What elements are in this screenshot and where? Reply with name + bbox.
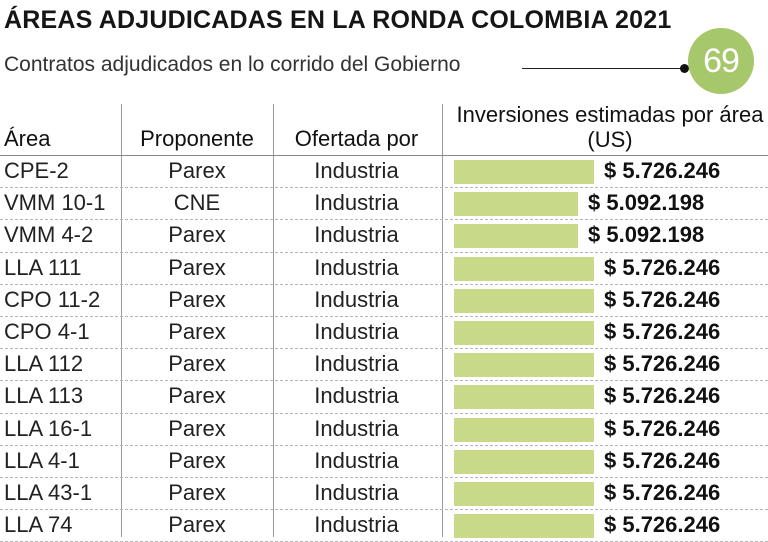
investment-value-label: $ 5.726.246 xyxy=(604,447,721,473)
proponente-cell: Parex xyxy=(168,512,226,538)
investment-bar xyxy=(454,160,594,184)
header-area: Área xyxy=(4,126,51,151)
total-count-badge: 69 xyxy=(688,28,754,94)
proponente-cell: Parex xyxy=(168,286,226,312)
table-row: LLA 111 Parex Industria $ 5.726.246 xyxy=(0,253,768,285)
leader-dot xyxy=(680,64,689,73)
column-divider-3 xyxy=(442,104,443,537)
area-label: CPE-2 xyxy=(4,158,69,183)
proponente-cell: Parex xyxy=(168,383,226,409)
investment-value-label: $ 5.092.198 xyxy=(588,222,705,248)
table-row: CPO 4-1 Parex Industria $ 5.726.246 xyxy=(0,317,768,350)
header-proponente: Proponente xyxy=(140,126,254,151)
row-divider xyxy=(0,283,768,285)
table-row: LLA 4-1 Parex Industria $ 5.726.246 xyxy=(0,446,768,478)
row-divider xyxy=(0,187,768,189)
area-label: LLA 16-1 xyxy=(4,415,93,441)
row-divider xyxy=(0,444,768,446)
investment-bar xyxy=(454,417,594,442)
investment-value-label: $ 5.726.246 xyxy=(604,318,721,344)
row-divider xyxy=(0,476,768,478)
table-row: VMM 10-1 CNE Industria $ 5.092.198 xyxy=(0,188,768,221)
proponente-cell: CNE xyxy=(173,190,221,216)
area-label: LLA 111 xyxy=(4,254,82,280)
row-divider xyxy=(0,251,768,253)
table-row: LLA 112 Parex Industria $ 5.726.246 xyxy=(0,349,768,382)
investment-value-label: $ 5.726.246 xyxy=(604,158,721,183)
area-label: VMM 4-2 xyxy=(4,222,94,248)
investment-value-label: $ 5.726.246 xyxy=(604,286,721,312)
ofertada-por-cell: Industria xyxy=(314,447,399,473)
proponente-cell: Parex xyxy=(168,415,226,441)
table-row: LLA 16-1 Parex Industria $ 5.726.246 xyxy=(0,414,768,446)
table-row: CPO 11-2 Parex Industria $ 5.726.246 xyxy=(0,285,768,317)
row-divider xyxy=(0,509,768,511)
proponente-cell: Parex xyxy=(168,222,226,248)
header-rule xyxy=(0,155,768,156)
investment-bar xyxy=(454,288,594,313)
investment-bar xyxy=(454,353,594,378)
investment-value-label: $ 5.726.246 xyxy=(604,479,721,505)
investment-bar xyxy=(454,385,594,410)
ofertada-por-cell: Industria xyxy=(314,222,399,248)
table-row: LLA 43-1 Parex Industria $ 5.726.246 xyxy=(0,478,768,511)
row-divider xyxy=(0,412,768,414)
investment-value-label: $ 5.726.246 xyxy=(604,415,721,441)
row-divider xyxy=(0,348,768,350)
investment-bar xyxy=(454,481,594,506)
row-divider xyxy=(0,219,768,221)
ofertada-por-cell: Industria xyxy=(314,383,399,409)
proponente-cell: Parex xyxy=(168,254,226,280)
proponente-cell: Parex xyxy=(168,318,226,344)
ofertada-por-cell: Industria xyxy=(314,318,399,344)
investment-value-label: $ 5.726.246 xyxy=(604,512,721,538)
area-label: VMM 10-1 xyxy=(4,190,106,216)
investment-value-label: $ 5.092.198 xyxy=(588,190,705,216)
table-row: VMM 4-2 Parex Industria $ 5.092.198 xyxy=(0,220,768,253)
investment-bar xyxy=(454,256,594,281)
area-label: CPO 4-1 xyxy=(4,318,90,344)
investment-value-label: $ 5.726.246 xyxy=(604,351,721,377)
area-label: LLA 74 xyxy=(4,512,73,538)
column-divider-2 xyxy=(273,104,274,537)
row-divider xyxy=(0,315,768,317)
proponente-cell: Parex xyxy=(168,351,226,377)
ofertada-por-cell: Industria xyxy=(314,512,399,538)
chart-title: ÁREAS ADJUDICADAS EN LA RONDA COLOMBIA 2… xyxy=(4,6,672,34)
column-divider-1 xyxy=(121,104,122,537)
proponente-cell: Parex xyxy=(168,158,226,183)
table-row: LLA 74 Parex Industria $ 5.726.246 xyxy=(0,510,768,542)
area-label: LLA 113 xyxy=(4,383,84,409)
investment-value-label: $ 5.726.246 xyxy=(604,254,721,280)
ofertada-por-cell: Industria xyxy=(314,190,399,216)
ofertada-por-cell: Industria xyxy=(314,479,399,505)
table-body: CPE-2 Parex Industria $ 5.726.246 VMM 10-1 CN… xyxy=(0,156,768,542)
area-label: CPO 11-2 xyxy=(4,286,101,312)
ofertada-por-cell: Industria xyxy=(314,158,399,183)
ofertada-por-cell: Industria xyxy=(314,351,399,377)
investment-bar xyxy=(454,449,594,474)
table-row: CPE-2 Parex Industria $ 5.726.246 xyxy=(0,156,768,189)
investment-bar xyxy=(454,224,578,249)
area-label: LLA 4-1 xyxy=(4,447,80,473)
row-divider xyxy=(0,380,768,382)
header-inversiones: Inversiones estimadas por área (US) xyxy=(456,102,764,152)
ofertada-por-cell: Industria xyxy=(314,415,399,441)
investment-bar xyxy=(454,320,594,345)
investment-bar xyxy=(454,192,578,217)
area-label: LLA 112 xyxy=(4,351,84,377)
chart-subtitle: Contratos adjudicados en lo corrido del … xyxy=(4,53,461,76)
header-ofertada-por: Ofertada por xyxy=(294,126,419,151)
proponente-cell: Parex xyxy=(168,479,226,505)
ofertada-por-cell: Industria xyxy=(314,286,399,312)
table-row: LLA 113 Parex Industria $ 5.726.246 xyxy=(0,381,768,414)
ofertada-por-cell: Industria xyxy=(314,254,399,280)
investment-bar xyxy=(454,514,594,539)
subtitle-leader-line xyxy=(522,68,685,69)
proponente-cell: Parex xyxy=(168,447,226,473)
investment-value-label: $ 5.726.246 xyxy=(604,383,721,409)
area-label: LLA 43-1 xyxy=(4,479,93,505)
